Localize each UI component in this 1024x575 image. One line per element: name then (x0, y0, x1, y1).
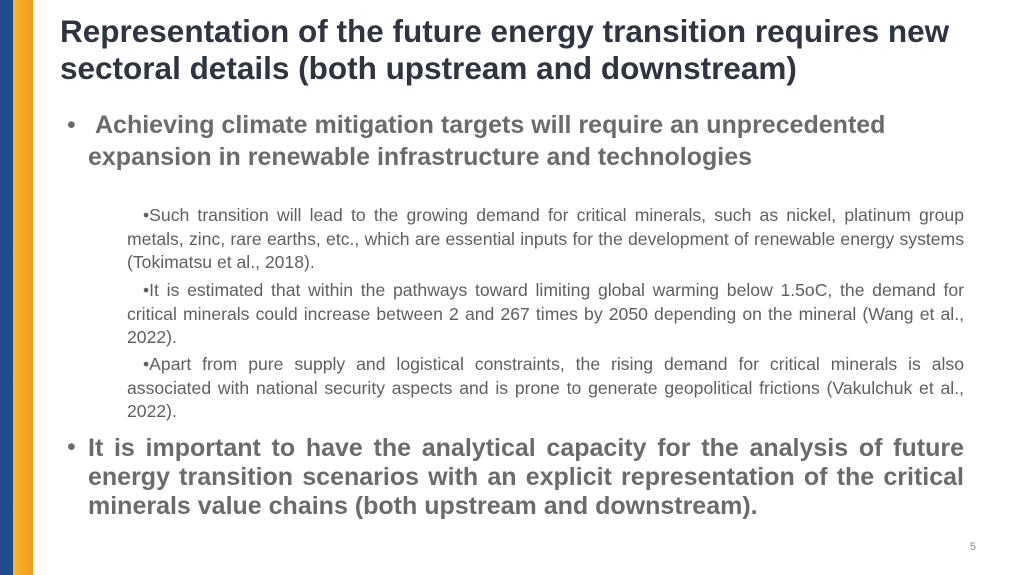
sub-bullet-text: It is estimated that within the pathways… (127, 280, 964, 347)
sub-bullet: Such transition will lead to the growing… (127, 204, 964, 275)
accent-stripe (13, 0, 33, 575)
sub-bullet: It is estimated that within the pathways… (127, 279, 964, 350)
sub-bullet-text: Such transition will lead to the growing… (127, 205, 964, 272)
bullet: It is important to have the analytical c… (67, 433, 964, 521)
sub-bullet: Apart from pure supply and logistical co… (127, 353, 964, 424)
bullet-text: It is important to have the analytical c… (88, 434, 964, 520)
slide-title: Representation of the future energy tran… (60, 13, 950, 86)
page-number: 5 (969, 541, 976, 553)
sub-bullet-text: Apart from pure supply and logistical co… (127, 354, 964, 421)
bullet: Achieving climate mitigation targets wil… (67, 110, 888, 173)
accent-stripe (0, 0, 13, 575)
bullet-text: Achieving climate mitigation targets wil… (88, 111, 886, 171)
